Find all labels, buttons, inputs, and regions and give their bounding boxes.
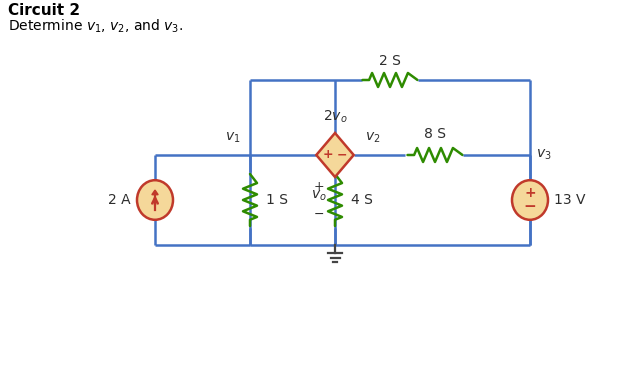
- Polygon shape: [152, 190, 158, 195]
- Polygon shape: [317, 133, 354, 177]
- Text: 2 A: 2 A: [109, 193, 131, 207]
- Text: 1 S: 1 S: [266, 193, 288, 207]
- Text: 13 V: 13 V: [554, 193, 586, 207]
- Text: $2v_o$: $2v_o$: [323, 109, 347, 125]
- Text: +: +: [524, 186, 536, 200]
- Ellipse shape: [512, 180, 548, 220]
- Text: $v_3$: $v_3$: [536, 148, 552, 162]
- Text: $v_2$: $v_2$: [365, 131, 381, 145]
- Text: +: +: [323, 149, 334, 161]
- Text: 8 S: 8 S: [424, 127, 446, 141]
- Text: Determine $v_1$, $v_2$, and $v_3$.: Determine $v_1$, $v_2$, and $v_3$.: [8, 18, 183, 35]
- Text: Circuit 2: Circuit 2: [8, 3, 80, 18]
- Ellipse shape: [137, 180, 173, 220]
- Text: −: −: [314, 207, 325, 220]
- Text: +: +: [313, 180, 325, 192]
- Text: 2 S: 2 S: [379, 54, 401, 68]
- Text: 4 S: 4 S: [351, 193, 373, 207]
- Text: $v_o$: $v_o$: [311, 189, 327, 203]
- Text: −: −: [524, 199, 536, 214]
- Text: $v_1$: $v_1$: [225, 131, 240, 145]
- Text: −: −: [336, 149, 347, 161]
